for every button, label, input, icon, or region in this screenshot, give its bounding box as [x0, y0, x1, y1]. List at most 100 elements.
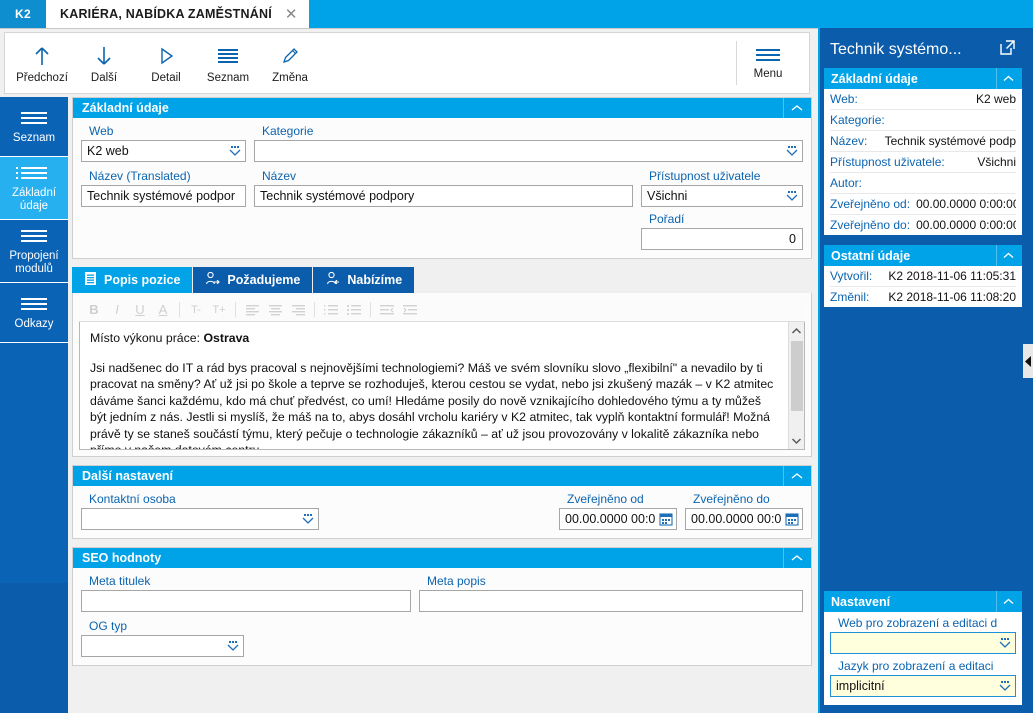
pristupnost-combobox[interactable]: Všichni	[641, 185, 803, 207]
main-window: Předchozí Další Detail	[0, 28, 818, 713]
list-button-label: Seznam	[206, 71, 250, 84]
edit-button-label: Změna	[272, 71, 308, 84]
scrollbar-thumb[interactable]	[790, 341, 803, 411]
sidebar-item-label: Seznam	[12, 132, 56, 144]
prev-button[interactable]: Předchozí	[11, 34, 73, 92]
field-zverejneno-do: Zveřejněno do 00.00.0000 00:0	[685, 492, 803, 530]
info-side-panel: Technik systémo... Základní údaje	[820, 28, 1033, 713]
tab-nabizime[interactable]: Nabízíme	[313, 267, 416, 293]
zverejneno-do-date[interactable]: 00.00.0000 00:0	[685, 508, 803, 530]
side-group-header[interactable]: Nastavení	[824, 591, 1022, 612]
poradi-input[interactable]: 0	[641, 228, 803, 250]
zverejneno-od-date[interactable]: 00.00.0000 00:0	[559, 508, 677, 530]
underline-icon[interactable]: U	[135, 302, 145, 317]
list-button[interactable]: Seznam	[197, 34, 259, 92]
og-typ-combobox[interactable]	[81, 635, 244, 657]
sidebar-item-zakladni-udaje[interactable]: Základní údaje	[0, 157, 68, 220]
dropdown-lookup-icon[interactable]	[997, 634, 1013, 652]
font-decrease-icon[interactable]: T-	[191, 303, 201, 316]
edit-button[interactable]: Změna	[259, 34, 321, 92]
field-label: Pořadí	[649, 212, 685, 226]
info-key: Přístupnost uživatele:	[830, 155, 945, 169]
editor-text[interactable]: Místo výkonu práce: Ostrava Jsi nadšenec…	[80, 322, 788, 449]
scroll-up-icon[interactable]	[791, 322, 802, 339]
field-zverejneno-od: Zveřejněno od 00.00.0000 00:0	[559, 492, 677, 530]
detail-button[interactable]: Detail	[135, 34, 197, 92]
side-panel-inner: Technik systémo... Základní údaje	[824, 32, 1022, 709]
side-group-body: Web pro zobrazení a editaci d Jazyk pro …	[824, 612, 1022, 705]
dropdown-lookup-icon[interactable]	[997, 677, 1013, 695]
dropdown-lookup-icon[interactable]	[225, 637, 241, 655]
external-link-icon[interactable]	[999, 39, 1016, 61]
chevron-up-icon[interactable]	[996, 591, 1020, 612]
calendar-icon[interactable]	[784, 512, 800, 526]
side-group-nastaveni: Nastavení Web pro zobrazení a editaci d …	[824, 591, 1022, 705]
web-zobrazeni-combobox[interactable]	[830, 632, 1016, 654]
ordered-list-icon[interactable]	[320, 300, 342, 320]
tab-kariera-nabidka-zamestnani[interactable]: KARIÉRA, NABÍDKA ZAMĚSTNÁNÍ ✕	[46, 0, 309, 28]
chevron-up-icon[interactable]	[783, 98, 809, 118]
next-button[interactable]: Další	[73, 34, 135, 92]
web-combobox[interactable]: K2 web	[81, 140, 246, 162]
kategorie-combobox[interactable]	[254, 140, 803, 162]
group-header[interactable]: SEO hodnoty	[73, 548, 811, 568]
dropdown-lookup-icon[interactable]	[784, 142, 800, 160]
group-header[interactable]: Základní údaje	[73, 98, 811, 118]
side-group-header[interactable]: Ostatní údaje	[824, 245, 1022, 266]
dropdown-lookup-icon[interactable]	[300, 510, 316, 528]
chevron-up-icon[interactable]	[996, 245, 1020, 266]
ribbon-toolbar: Předchozí Další Detail	[4, 32, 810, 94]
info-row: Autor:	[830, 173, 1016, 194]
meta-popis-input[interactable]	[419, 590, 803, 612]
group-zakladni-udaje: Základní údaje Web K2 web	[72, 97, 812, 259]
field-row: Web K2 web Kategorie	[81, 124, 803, 162]
info-value: Všichni	[977, 155, 1016, 169]
sidebar-item-seznam[interactable]: Seznam	[0, 97, 68, 157]
jazyk-zobrazeni-combobox[interactable]: implicitní	[830, 675, 1016, 697]
scroll-down-icon[interactable]	[791, 432, 802, 449]
editor-content-area[interactable]: Místo výkonu práce: Ostrava Jsi nadšenec…	[79, 322, 805, 450]
chevron-up-icon[interactable]	[783, 548, 809, 568]
calendar-icon[interactable]	[658, 512, 674, 526]
dropdown-lookup-icon[interactable]	[227, 142, 243, 160]
tab-pozadujeme[interactable]: Požadujeme	[193, 267, 314, 293]
align-center-icon[interactable]	[264, 300, 286, 320]
info-value: K2 2018-11-06 11:08:20	[888, 290, 1016, 304]
collapse-left-icon[interactable]	[1023, 344, 1033, 378]
menu-button[interactable]: Menu	[737, 34, 799, 92]
side-group-ostatni-udaje: Ostatní údaje Vytvořil: K2 2018-11-06 11…	[824, 245, 1022, 307]
ribbon-button-group: Předchozí Další Detail	[5, 34, 321, 92]
group-seo-hodnoty: SEO hodnoty Meta titulek	[72, 547, 812, 666]
sidebar-item-propojeni-modulu[interactable]: Propojení modulů	[0, 220, 68, 283]
document-icon	[84, 271, 97, 289]
font-increase-icon[interactable]: T+	[212, 303, 226, 316]
italic-icon[interactable]: I	[115, 302, 119, 317]
field-kategorie: Kategorie	[254, 124, 803, 162]
meta-titulek-input[interactable]	[81, 590, 411, 612]
side-group-header[interactable]: Základní údaje	[824, 68, 1022, 89]
nazev-input[interactable]: Technik systémové podpory	[254, 185, 633, 207]
field-label: Zveřejněno od	[567, 492, 644, 506]
group-body: Meta titulek Meta popis	[73, 568, 811, 665]
font-color-icon[interactable]: A	[158, 302, 168, 317]
chevron-up-icon[interactable]	[783, 466, 809, 486]
dropdown-lookup-icon[interactable]	[784, 187, 800, 205]
kontaktni-osoba-combobox[interactable]	[81, 508, 319, 530]
group-header[interactable]: Další nastavení	[73, 466, 811, 486]
tab-popis-pozice[interactable]: Popis pozice	[72, 267, 194, 293]
chevron-up-icon[interactable]	[996, 68, 1020, 89]
nazev-translated-input[interactable]: Technik systémové podpor	[81, 185, 246, 207]
bold-icon[interactable]: B	[89, 302, 99, 317]
sidebar-item-odkazy[interactable]: Odkazy	[0, 283, 68, 343]
indent-icon[interactable]	[399, 300, 421, 320]
align-right-icon[interactable]	[287, 300, 309, 320]
editor-scrollbar[interactable]	[788, 322, 804, 449]
info-value: 00.00.0000 0:00:00	[916, 218, 1016, 232]
outdent-icon[interactable]	[376, 300, 398, 320]
info-value: 00.00.0000 0:00:00	[916, 197, 1016, 211]
align-left-icon[interactable]	[241, 300, 263, 320]
close-icon[interactable]: ✕	[284, 5, 298, 23]
tab-k2[interactable]: K2	[0, 0, 46, 28]
bullet-list-icon[interactable]	[343, 300, 365, 320]
list-icon	[216, 43, 240, 69]
